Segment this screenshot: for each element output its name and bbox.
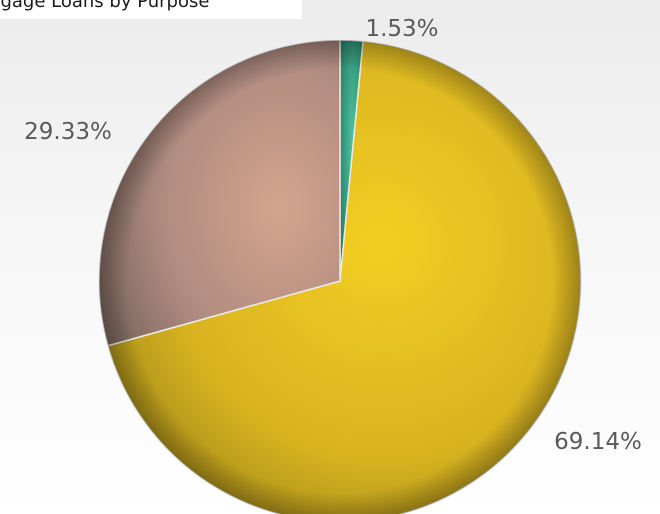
data-label-1-53: 1.53% (365, 16, 438, 42)
data-label-69-14: 69.14% (554, 429, 642, 455)
chart-title: rtgage Loans by Purpose (0, 0, 210, 12)
chart-title-box: rtgage Loans by Purpose (0, 0, 302, 19)
data-label-29-33: 29.33% (24, 119, 112, 145)
pie-rim-shading (99, 40, 581, 514)
